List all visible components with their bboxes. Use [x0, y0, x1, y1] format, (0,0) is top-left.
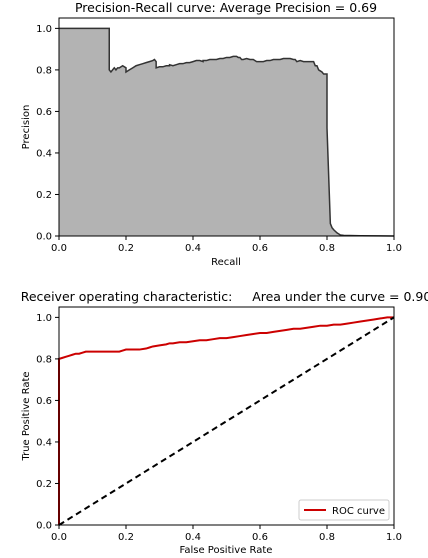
roc-xtick-label: 0.0	[51, 532, 67, 543]
pr-ytick-label: 0.4	[36, 148, 52, 159]
roc-ytick-label: 0.6	[36, 396, 52, 407]
roc-chance-line	[58, 316, 395, 526]
pr-chart: Precision-Recall curve: Average Precisio…	[21, 0, 402, 268]
pr-ytick-label: 0.0	[36, 232, 52, 243]
roc-ytick-label: 0.2	[36, 479, 52, 490]
pr-ytick-label: 1.0	[36, 24, 52, 35]
roc-axes-frame	[58, 306, 395, 526]
roc-y-axis: 0.0 0.2 0.4 0.6 0.8 1.0	[36, 313, 59, 532]
roc-ytick-label: 0.8	[36, 354, 52, 365]
roc-ytick-label: 1.0	[36, 313, 52, 324]
pr-xtick-label: 0.4	[185, 243, 201, 254]
roc-chart: Receiver operating characteristic: Area …	[21, 289, 428, 556]
pr-ylabel: Precision	[21, 105, 32, 150]
roc-x-axis: 0.0 0.2 0.4 0.6 0.8 1.0	[51, 525, 402, 543]
roc-legend-box	[298, 499, 390, 521]
roc-title: Receiver operating characteristic: Area …	[21, 289, 428, 304]
pr-area-fill	[59, 28, 394, 236]
roc-xtick-label: 0.4	[185, 532, 201, 543]
pr-curve-line	[59, 27, 395, 237]
pr-xtick-label: 1.0	[386, 243, 402, 254]
pr-ytick-label: 0.8	[36, 65, 52, 76]
pr-xtick-label: 0.8	[319, 243, 335, 254]
pr-x-axis: 0.0 0.2 0.4 0.6 0.8 1.0	[51, 236, 402, 254]
pr-axes-frame	[58, 17, 395, 237]
roc-xtick-label: 0.8	[319, 532, 335, 543]
roc-legend-label: ROC curve	[332, 506, 385, 517]
pr-xtick-label: 0.6	[252, 243, 268, 254]
roc-xtick-label: 0.6	[252, 532, 268, 543]
pr-ytick-label: 0.6	[36, 107, 52, 118]
roc-ytick-label: 0.0	[36, 521, 52, 532]
roc-xtick-label: 1.0	[386, 532, 402, 543]
pr-title: Precision-Recall curve: Average Precisio…	[75, 0, 377, 15]
roc-ylabel: True Positive Rate	[21, 371, 32, 461]
pr-xtick-label: 0.0	[51, 243, 67, 254]
roc-legend: ROC curve	[298, 499, 390, 521]
roc-plot-area	[58, 316, 395, 526]
pr-plot-area	[59, 27, 395, 237]
roc-xlabel: False Positive Rate	[180, 545, 273, 556]
roc-ytick-label: 0.4	[36, 437, 52, 448]
pr-xtick-label: 0.2	[118, 243, 134, 254]
roc-curve-line	[58, 316, 394, 525]
pr-y-axis: 0.0 0.2 0.4 0.6 0.8 1.0	[36, 24, 59, 243]
pr-xlabel: Recall	[211, 257, 241, 268]
roc-xtick-label: 0.2	[118, 532, 134, 543]
pr-ytick-label: 0.2	[36, 190, 52, 201]
